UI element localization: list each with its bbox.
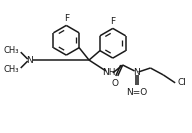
Text: NH: NH — [102, 68, 116, 77]
Text: CH₃: CH₃ — [3, 65, 19, 74]
Text: Cl: Cl — [177, 78, 186, 87]
Text: N=O: N=O — [126, 88, 147, 97]
Text: F: F — [110, 17, 115, 26]
Text: CH₃: CH₃ — [3, 46, 19, 55]
Text: N: N — [26, 56, 33, 65]
Text: O: O — [111, 79, 118, 88]
Text: F: F — [64, 14, 69, 23]
Text: N: N — [133, 68, 140, 77]
